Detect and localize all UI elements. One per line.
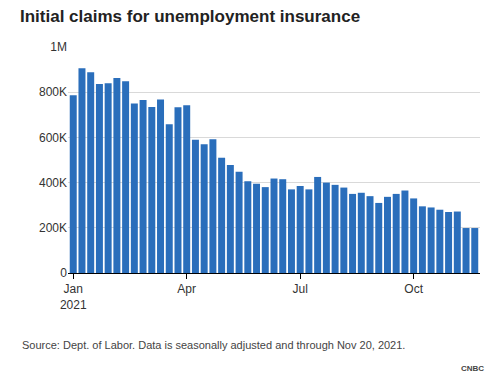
svg-text:1M: 1M: [50, 40, 67, 54]
svg-text:Apr: Apr: [177, 282, 196, 296]
svg-text:Initial claims for unemploymen: Initial claims for unemployment insuranc…: [20, 7, 360, 26]
svg-text:800K: 800K: [39, 85, 67, 99]
svg-text:Jul: Jul: [293, 282, 308, 296]
svg-text:Jan2021: Jan2021: [60, 282, 87, 312]
svg-text:CNBC: CNBC: [461, 364, 484, 373]
svg-text:400K: 400K: [39, 176, 67, 190]
svg-text:600K: 600K: [39, 131, 67, 145]
svg-text:Source: Dept. of Labor. Data i: Source: Dept. of Labor. Data is seasonal…: [22, 339, 405, 351]
svg-text:0: 0: [60, 266, 67, 280]
svg-text:200K: 200K: [39, 221, 67, 235]
svg-text:Oct: Oct: [404, 282, 423, 296]
